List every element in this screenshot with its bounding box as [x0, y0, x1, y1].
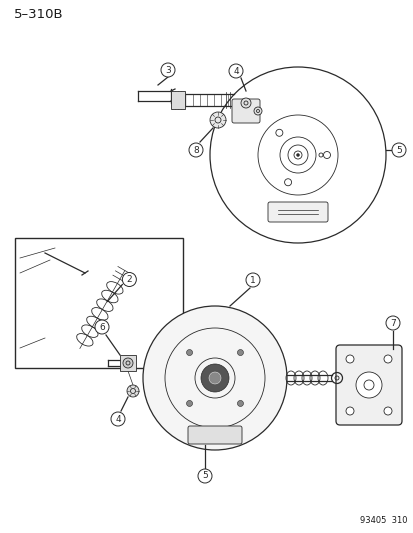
Circle shape [189, 143, 202, 157]
Circle shape [228, 64, 242, 78]
Circle shape [123, 358, 133, 368]
Circle shape [186, 400, 192, 407]
FancyBboxPatch shape [231, 99, 259, 123]
Text: 6: 6 [99, 322, 104, 332]
Circle shape [383, 407, 391, 415]
Circle shape [127, 385, 139, 397]
Circle shape [197, 469, 211, 483]
Circle shape [186, 350, 192, 356]
Ellipse shape [201, 364, 228, 392]
Circle shape [383, 355, 391, 363]
Text: 4: 4 [233, 67, 238, 76]
Text: 5: 5 [202, 472, 207, 481]
Circle shape [237, 350, 243, 356]
Circle shape [385, 316, 399, 330]
Circle shape [240, 98, 250, 108]
FancyBboxPatch shape [267, 202, 327, 222]
Text: 1: 1 [249, 276, 255, 285]
Circle shape [355, 372, 381, 398]
FancyBboxPatch shape [188, 426, 242, 444]
Text: 3: 3 [165, 66, 171, 75]
Circle shape [122, 272, 136, 287]
Text: 5–310B: 5–310B [14, 8, 64, 21]
Text: 4: 4 [115, 415, 121, 424]
Circle shape [142, 306, 286, 450]
Circle shape [296, 154, 299, 157]
Circle shape [111, 412, 125, 426]
Circle shape [237, 400, 243, 407]
Circle shape [95, 320, 109, 334]
Circle shape [391, 143, 405, 157]
Text: 5: 5 [395, 146, 401, 155]
Circle shape [345, 407, 353, 415]
Circle shape [345, 355, 353, 363]
Circle shape [213, 376, 216, 379]
Bar [15, 238, 183, 368]
Text: 93405  310: 93405 310 [360, 516, 407, 525]
Bar [171, 91, 185, 109]
Circle shape [161, 63, 175, 77]
Text: 7: 7 [389, 319, 395, 327]
Text: 2: 2 [126, 275, 132, 284]
Text: 8: 8 [192, 146, 198, 155]
FancyBboxPatch shape [335, 345, 401, 425]
Circle shape [209, 112, 225, 128]
Circle shape [209, 372, 221, 384]
Circle shape [245, 273, 259, 287]
Circle shape [254, 107, 261, 115]
Bar [120, 355, 136, 371]
